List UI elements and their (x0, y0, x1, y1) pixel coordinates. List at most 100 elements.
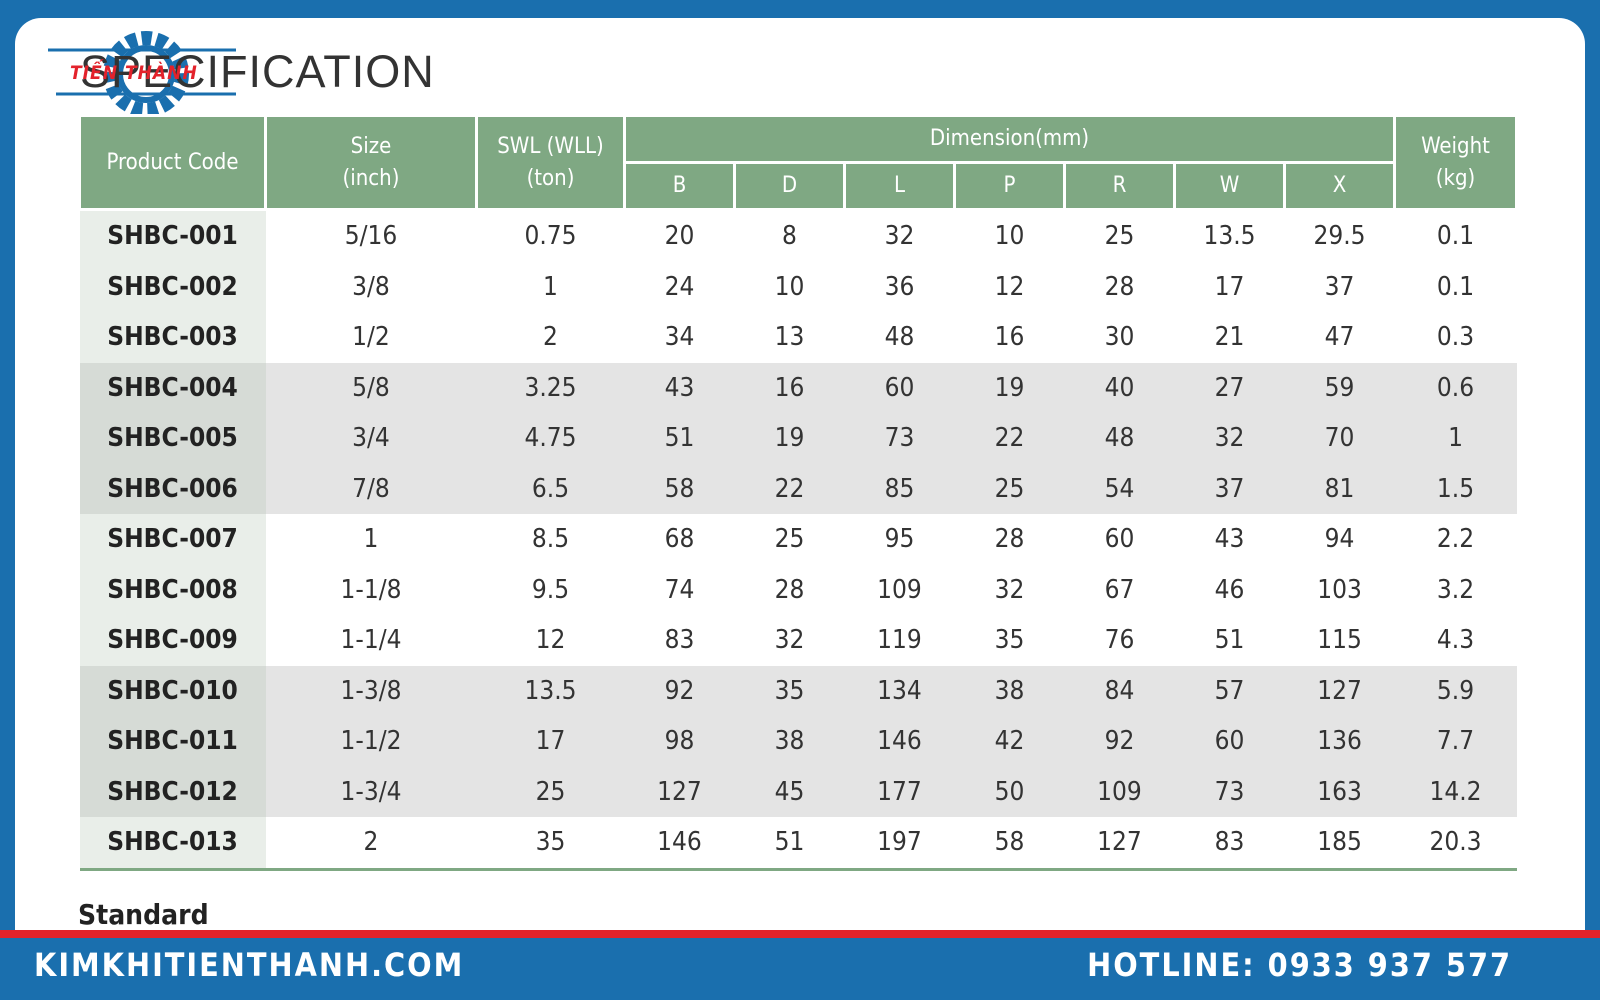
cell: 3.2 (1436, 574, 1475, 605)
cell: 73 (1174, 766, 1285, 817)
title: SPECIFICATION (80, 46, 435, 97)
cell: 103 (1317, 574, 1362, 605)
cell: 10 (994, 221, 1025, 252)
cell: 54 (1064, 463, 1175, 514)
product-code: SHBC-001 (79, 209, 266, 262)
cell: 40 (1064, 362, 1175, 413)
cell: 32 (1174, 413, 1285, 464)
product-code: SHBC-009 (79, 615, 266, 666)
cell: 48 (1064, 413, 1175, 464)
website: KIMKHITIENTHANH.COM (34, 946, 465, 984)
header-cell: B (623, 161, 736, 211)
cell: 0.1 (1436, 271, 1475, 302)
cell: 51 (1214, 625, 1245, 656)
cell: 48 (884, 322, 915, 353)
cell: 51 (624, 413, 735, 464)
cell: 36 (884, 271, 915, 302)
cell: 16 (734, 362, 845, 413)
cell: 92 (624, 665, 735, 716)
cell: 83 (664, 625, 695, 656)
cell: 21 (1214, 322, 1245, 353)
cell: 4.75 (476, 413, 625, 464)
cell: 42 (954, 716, 1065, 767)
table-row: SHBC-009 1-1/4 12 83 32 119 35 76 51 115 4.3 (79, 615, 1517, 666)
cell: 60 (844, 362, 955, 413)
header-cell: Dimension(mm) (622, 114, 1397, 164)
product-code: SHBC-010 (79, 665, 266, 716)
cell: 32 (774, 625, 805, 656)
cell: 1 (1394, 413, 1517, 464)
cell: 45 (734, 766, 845, 817)
cell: 109 (1064, 766, 1175, 817)
product-code: SHBC-004 (79, 362, 266, 413)
cell: 0.75 (524, 221, 577, 252)
cell: 85 (844, 463, 955, 514)
cell: 3/8 (352, 271, 390, 302)
cell: 46 (1214, 574, 1245, 605)
cell: 58 (994, 827, 1025, 858)
cell: 1-3/4 (265, 766, 477, 817)
cell: 28 (1104, 271, 1135, 302)
product-code: SHBC-013 (79, 817, 266, 869)
cell: 1 (543, 271, 558, 302)
divider (0, 930, 1600, 938)
cell: 22 (954, 413, 1065, 464)
cell: 13.5 (476, 665, 625, 716)
cell: 1.5 (1394, 463, 1517, 514)
cell: 163 (1284, 766, 1395, 817)
table-row: SHBC-001 5/16 0.75 20 8 32 10 25 13.5 29.5 0.1 (79, 209, 1517, 262)
cell: 0.1 (1436, 221, 1475, 252)
cell: 177 (844, 766, 955, 817)
logo-gear (48, 31, 236, 117)
cell: 146 (657, 827, 702, 858)
cell: 74 (664, 574, 695, 605)
cell: 27 (1174, 362, 1285, 413)
table-row: SHBC-011 1-1/2 17 98 38 146 42 92 60 136 7.7 (79, 716, 1517, 767)
cell: 134 (844, 665, 955, 716)
spec-table: Product Code Size (inch) SWL (WLL) (ton)… (78, 114, 1518, 871)
cell: 83 (1214, 827, 1245, 858)
cell: 17 (1214, 271, 1245, 302)
cell: 7.7 (1394, 716, 1517, 767)
cell: 30 (1104, 322, 1135, 353)
cell: 5.9 (1394, 665, 1517, 716)
cell: 81 (1284, 463, 1395, 514)
cell: 13 (774, 322, 805, 353)
header-cell: D (733, 161, 846, 211)
cell: 92 (1064, 716, 1175, 767)
cell: 47 (1324, 322, 1355, 353)
cell: 34 (664, 322, 695, 353)
product-code: SHBC-006 (79, 463, 266, 514)
cell: 76 (1104, 625, 1135, 656)
cell: 16 (994, 322, 1025, 353)
cell: 1 (363, 524, 379, 555)
table-row: SHBC-005 3/4 4.75 51 19 73 22 48 32 70 1 (79, 413, 1517, 464)
cell: 13.5 (1203, 221, 1256, 252)
header-cell: Product Code (78, 114, 267, 211)
cell: 35 (994, 625, 1025, 656)
cell: 84 (1064, 665, 1175, 716)
cell: 8 (782, 221, 797, 252)
cell: 2.2 (1436, 524, 1475, 555)
cell: 37 (1174, 463, 1285, 514)
cell: 17 (476, 716, 625, 767)
cell: 5/8 (265, 362, 477, 413)
cell: 22 (734, 463, 845, 514)
cell: 70 (1284, 413, 1395, 464)
cell: 59 (1284, 362, 1395, 413)
product-code: SHBC-005 (79, 413, 266, 464)
cell: 127 (1097, 827, 1142, 858)
cell: 38 (954, 665, 1065, 716)
product-code: SHBC-011 (79, 716, 266, 767)
cell: 73 (844, 413, 955, 464)
cell: 20.3 (1429, 827, 1482, 858)
cell: 32 (884, 221, 915, 252)
cell: 136 (1284, 716, 1395, 767)
cell: 12 (994, 271, 1025, 302)
product-code: SHBC-008 (79, 564, 266, 615)
cell: 6.5 (476, 463, 625, 514)
table-row: SHBC-002 3/8 1 24 10 36 12 28 17 37 0.1 (79, 261, 1517, 312)
cell: 67 (1104, 574, 1135, 605)
cell: 5/16 (344, 221, 398, 252)
